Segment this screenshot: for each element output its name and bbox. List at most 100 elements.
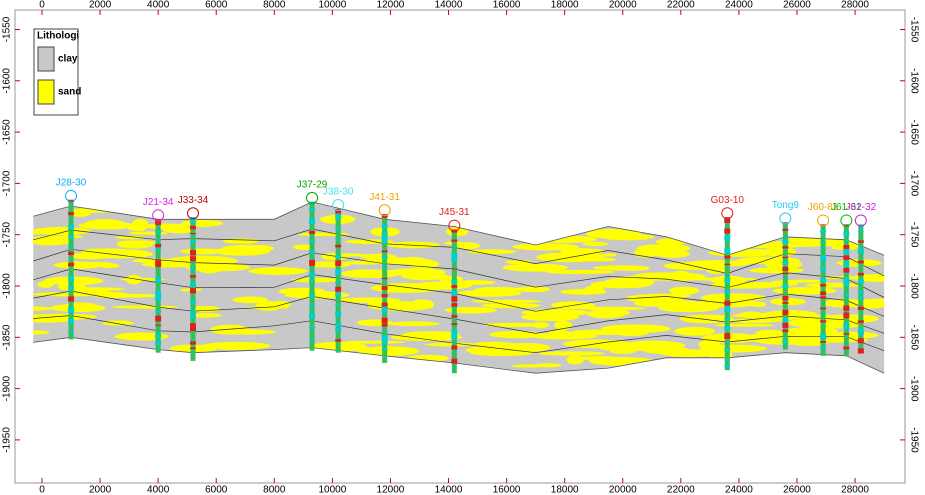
well-log [190,347,196,350]
sand-patch [545,269,615,275]
well-label: J62-32 [846,202,877,213]
well-log [381,224,388,229]
well-log [155,341,162,346]
x-tick-label: 14000 [435,0,463,11]
well-log [724,300,731,306]
well-log [68,331,75,333]
sand-patch [586,309,626,319]
sand-patch [115,235,145,240]
well-log [381,250,388,253]
well [820,224,826,356]
sand-patch [604,277,655,288]
well-log [190,266,196,270]
well-label: G03-10 [711,195,745,206]
well-log [381,294,388,298]
well-log [857,231,864,233]
well-log [381,255,388,259]
well-log [190,225,196,230]
sand-patch [736,256,801,265]
well-log [381,348,388,351]
well-log [843,249,850,255]
well-log [381,306,388,313]
well-log [381,302,388,308]
y-tick-label: -1600 [908,68,919,94]
sand-patch [582,241,609,247]
well-log [190,232,196,235]
well-log [381,323,388,327]
x-tick-label: 26000 [783,485,811,495]
sand-patch [636,244,691,253]
sand-patch [600,253,617,257]
sand-patch [101,293,160,298]
well-log [381,334,388,341]
sand-patch [511,364,545,368]
well-log [857,296,864,300]
well-log [820,255,827,262]
well-log [335,209,342,214]
well-log [782,284,789,289]
well-log [843,294,850,297]
surface-top [33,201,885,256]
well-head [817,214,830,227]
well-log [782,301,789,304]
well-log [857,348,864,354]
sand-patch [37,281,54,288]
sand-patch [387,321,440,327]
well-log [724,263,731,266]
well-log [820,291,827,296]
y-tick-label: -1550 [908,17,919,43]
well-log [782,239,789,245]
well-log [451,239,458,242]
sand-patch [345,340,406,344]
x-tick-label: 24000 [725,485,753,495]
well-log [190,283,196,287]
sand-patch [474,341,515,347]
well-log [155,230,162,234]
well-log [335,254,342,259]
x-tick-label: 28000 [841,485,869,495]
sand-patch [560,289,607,295]
sand-patch [467,249,517,255]
well-log [724,365,731,368]
x-tick-label: 20000 [609,0,637,11]
well-log [309,207,316,211]
well-head [448,219,461,232]
well-log [820,224,827,226]
well-log [857,272,864,276]
sand-patch [53,261,102,269]
well-log [843,277,850,282]
y-tick-label: -1950 [908,427,919,453]
well-head [854,214,867,227]
well-log [857,260,864,264]
y-tick-label: -1850 [908,325,919,351]
sand-patch [391,333,463,342]
well-log [335,244,342,248]
well-log [335,214,342,219]
well-head [840,214,853,227]
well-log [451,285,458,288]
well-log [451,329,458,336]
well-log [68,212,75,216]
well-log [190,327,196,332]
sand-patch [114,332,169,341]
well [68,199,74,340]
well-head [187,207,199,220]
sand-patch [473,286,524,293]
sand-patch [755,329,784,337]
sand-patch [699,344,767,353]
sand-patch [116,240,154,249]
sand-patch [33,306,53,311]
sand-patch [502,263,568,272]
well-log [820,333,827,340]
well-log [782,295,789,301]
well-label: Tong9 [772,200,800,211]
well-log [843,255,850,260]
well-log [381,286,388,291]
sand-patch [577,306,646,311]
well-log [724,228,731,234]
well-head [721,207,734,220]
sand-patch [213,247,270,256]
well-log [190,275,196,278]
well-log [782,261,789,265]
